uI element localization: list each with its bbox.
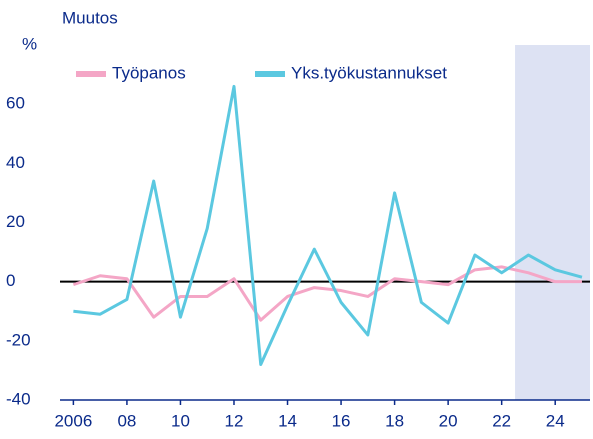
y-tick-label: -20 bbox=[6, 330, 31, 349]
x-tick-label: 16 bbox=[332, 411, 351, 430]
y-tick-label: -40 bbox=[6, 389, 31, 408]
x-tick-label: 14 bbox=[278, 411, 297, 430]
x-tick-label: 18 bbox=[385, 411, 404, 430]
legend-label: Työpanos bbox=[112, 63, 186, 82]
x-tick-label: 08 bbox=[117, 411, 136, 430]
x-tick-label: 22 bbox=[492, 411, 511, 430]
x-tick-label: 10 bbox=[171, 411, 190, 430]
x-tick-label: 20 bbox=[439, 411, 458, 430]
forecast-area bbox=[515, 45, 590, 400]
x-tick-label: 2006 bbox=[54, 411, 92, 430]
x-tick-label: 12 bbox=[225, 411, 244, 430]
y-unit: % bbox=[22, 34, 37, 53]
y-tick-label: 60 bbox=[6, 94, 25, 113]
series-line bbox=[72, 265, 582, 322]
series-line bbox=[73, 84, 583, 366]
y-tick-label: 0 bbox=[6, 271, 15, 290]
y-tick-label: 20 bbox=[6, 212, 25, 231]
legend-label: Yks.työkustannukset bbox=[291, 63, 447, 82]
x-tick-label: 24 bbox=[546, 411, 565, 430]
chart-title: Muutos bbox=[62, 8, 118, 27]
y-tick-label: 40 bbox=[6, 153, 25, 172]
